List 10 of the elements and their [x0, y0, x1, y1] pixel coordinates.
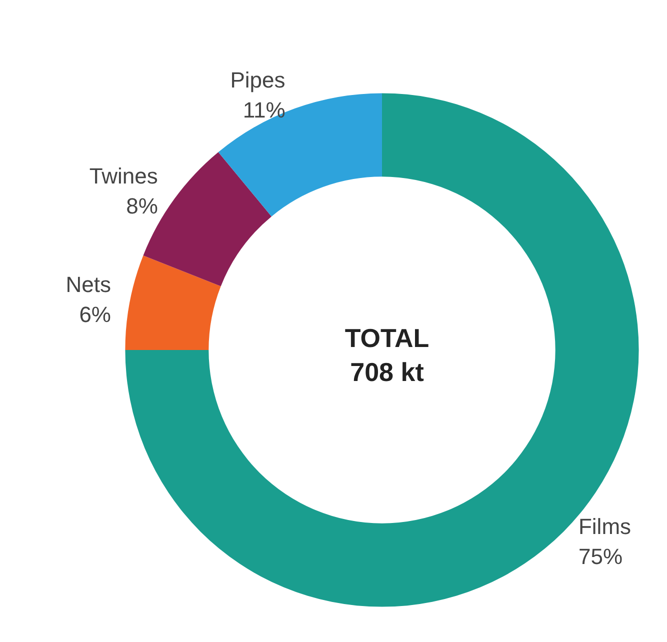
slice-label: Twines — [89, 163, 158, 188]
data-label: 6% — [79, 302, 111, 327]
data-label: 11% — [242, 98, 286, 123]
slice-label: Nets — [66, 272, 111, 297]
data-label: 75% — [578, 544, 623, 569]
text: TOTAL — [344, 323, 430, 353]
data-label: 8% — [126, 193, 158, 218]
slice-label: Films — [578, 514, 632, 539]
slice-label: Pipes — [230, 68, 286, 93]
text: 708 kt — [350, 357, 424, 387]
